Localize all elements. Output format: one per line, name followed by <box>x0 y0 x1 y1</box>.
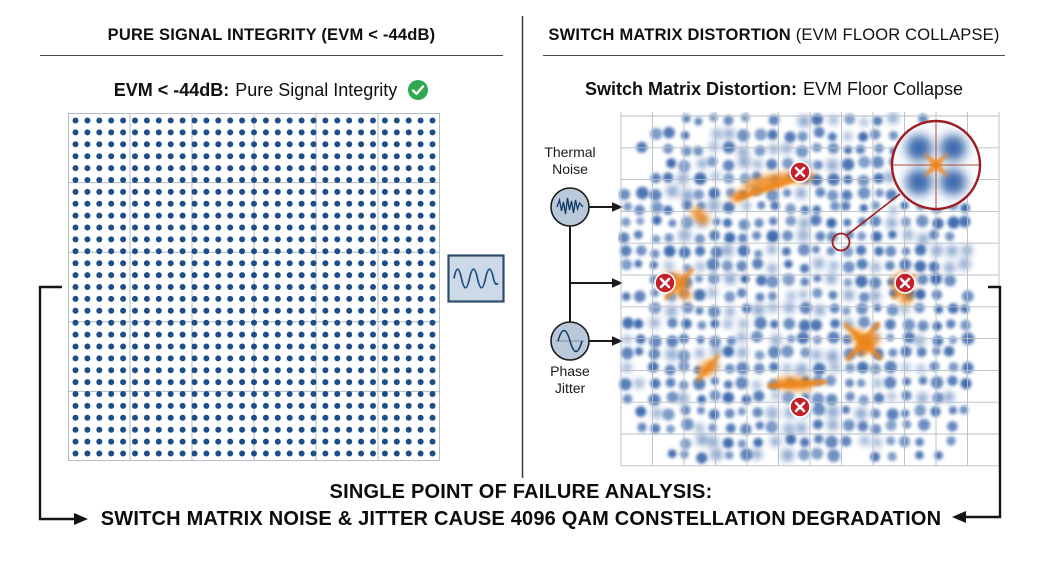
footer-line2: SWITCH MATRIX NOISE & JITTER CAUSE 4096 … <box>100 508 942 530</box>
thermal-noise-label-line2: Noise <box>552 161 588 177</box>
signal-output-icon <box>447 254 505 303</box>
right-subtitle-bold: Switch Matrix Distortion: <box>584 79 797 99</box>
noise-sources-diagram <box>550 187 623 361</box>
distorted-constellation-diagram <box>618 112 1000 467</box>
phase-jitter-label-line1: Phase <box>550 363 590 379</box>
right-panel-header-bold: SWITCH MATRIX DISTORTION <box>548 26 791 44</box>
failure-x-marker <box>894 272 916 294</box>
right-header-rule <box>543 55 1005 56</box>
right-subtitle: Switch Matrix Distortion: EVM Floor Coll… <box>543 79 1005 100</box>
phase-jitter-label-line2: Jitter <box>554 380 586 396</box>
left-subtitle: EVM < -44dB: Pure Signal Integrity <box>40 79 503 101</box>
thermal-noise-icon <box>550 187 590 227</box>
left-subtitle-regular: Pure Signal Integrity <box>235 79 398 100</box>
failure-x-marker <box>789 396 811 418</box>
clean-constellation-diagram <box>68 113 440 461</box>
thermal-noise-label-line1: Thermal <box>544 144 596 160</box>
magnifier-source-circle <box>831 232 851 252</box>
left-panel-header: PURE SIGNAL INTEGRITY (EVM < -44dB) <box>40 26 503 45</box>
footer-caption: SINGLE POINT OF FAILURE ANALYSIS: SWITCH… <box>0 479 1042 533</box>
right-panel-header-regular: (EVM FLOOR COLLAPSE) <box>795 26 1000 44</box>
check-circle-icon <box>407 79 429 101</box>
thermal-noise-label: Thermal Noise <box>530 144 610 178</box>
failure-x-marker <box>654 272 676 294</box>
left-header-rule <box>40 55 503 56</box>
right-panel-header: SWITCH MATRIX DISTORTION (EVM FLOOR COLL… <box>543 26 1005 45</box>
footer-line1: SINGLE POINT OF FAILURE ANALYSIS: <box>329 481 713 503</box>
left-panel-header-text: PURE SIGNAL INTEGRITY (EVM < -44dB) <box>107 26 436 44</box>
phase-jitter-icon <box>550 321 590 361</box>
failure-x-marker <box>789 161 811 183</box>
phase-jitter-label: Phase Jitter <box>530 363 610 397</box>
right-subtitle-regular: EVM Floor Collapse <box>802 79 964 99</box>
magnifier-lens <box>892 121 980 209</box>
left-subtitle-bold: EVM < -44dB: <box>113 79 230 100</box>
